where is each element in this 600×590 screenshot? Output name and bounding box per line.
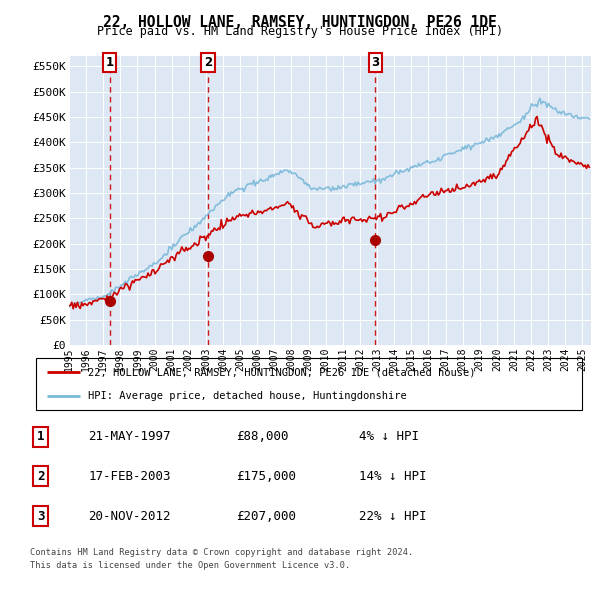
Text: 3: 3 — [371, 56, 379, 69]
Text: 1: 1 — [37, 430, 44, 443]
Text: 14% ↓ HPI: 14% ↓ HPI — [359, 470, 426, 483]
Text: 2: 2 — [37, 470, 44, 483]
Text: 1: 1 — [106, 56, 114, 69]
Text: 20-NOV-2012: 20-NOV-2012 — [88, 510, 170, 523]
Text: 22, HOLLOW LANE, RAMSEY, HUNTINGDON, PE26 1DE (detached house): 22, HOLLOW LANE, RAMSEY, HUNTINGDON, PE2… — [88, 367, 475, 377]
Text: 4% ↓ HPI: 4% ↓ HPI — [359, 430, 419, 443]
Text: 22% ↓ HPI: 22% ↓ HPI — [359, 510, 426, 523]
Text: This data is licensed under the Open Government Licence v3.0.: This data is licensed under the Open Gov… — [30, 560, 350, 569]
Text: 2: 2 — [204, 56, 212, 69]
Text: £88,000: £88,000 — [236, 430, 289, 443]
Text: 21-MAY-1997: 21-MAY-1997 — [88, 430, 170, 443]
Text: Price paid vs. HM Land Registry's House Price Index (HPI): Price paid vs. HM Land Registry's House … — [97, 25, 503, 38]
Text: 17-FEB-2003: 17-FEB-2003 — [88, 470, 170, 483]
Text: £207,000: £207,000 — [236, 510, 296, 523]
Text: Contains HM Land Registry data © Crown copyright and database right 2024.: Contains HM Land Registry data © Crown c… — [30, 548, 413, 556]
Text: HPI: Average price, detached house, Huntingdonshire: HPI: Average price, detached house, Hunt… — [88, 391, 407, 401]
Text: 3: 3 — [37, 510, 44, 523]
Text: £175,000: £175,000 — [236, 470, 296, 483]
Text: 22, HOLLOW LANE, RAMSEY, HUNTINGDON, PE26 1DE: 22, HOLLOW LANE, RAMSEY, HUNTINGDON, PE2… — [103, 15, 497, 30]
